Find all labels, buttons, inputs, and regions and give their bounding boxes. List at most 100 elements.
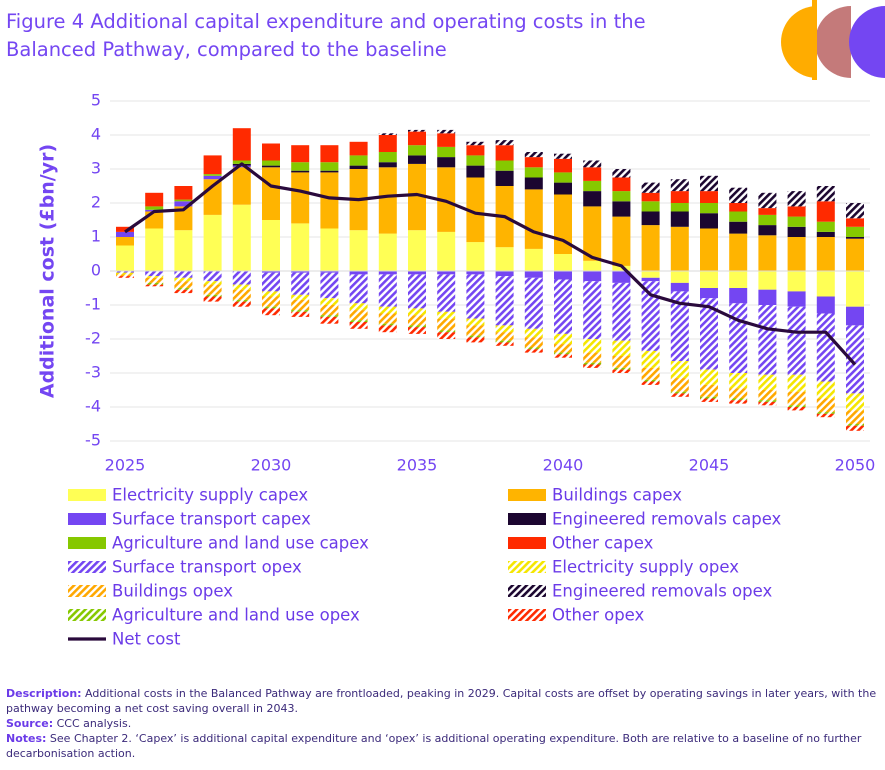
y-tick-label: 5: [91, 91, 101, 110]
bar-segment: [203, 174, 222, 176]
bar-segment: [729, 187, 748, 203]
footer-label: Notes:: [6, 732, 47, 745]
bar-segment: [729, 373, 748, 389]
bar-segment: [203, 175, 222, 180]
bar-segment: [378, 133, 397, 135]
legend-label: Engineered removals opex: [552, 582, 772, 601]
bar-segment: [378, 152, 397, 163]
bar-segment: [583, 191, 602, 207]
legend-swatch: [68, 585, 106, 597]
y-tick-label: 3: [91, 159, 101, 178]
x-tick-label: 2040: [543, 456, 584, 475]
bar-segment: [583, 364, 602, 368]
bar-segment: [349, 274, 368, 304]
bar-segment: [349, 310, 368, 321]
bar-segment: [846, 218, 864, 227]
bar-segment: [758, 401, 777, 406]
bar-segment: [116, 237, 134, 246]
bar-segment: [203, 214, 222, 271]
bar-segment: [466, 325, 485, 336]
bar-segment: [262, 271, 280, 273]
bar-segment: [787, 391, 806, 406]
bar-segment: [670, 391, 689, 394]
bar-segment: [262, 167, 280, 220]
bar-segment: [758, 192, 777, 209]
bar-segment: [174, 289, 193, 294]
bar-segment: [641, 201, 660, 212]
bar-segment: [262, 165, 280, 168]
bar-segment: [437, 146, 456, 158]
bar-segment: [670, 203, 689, 212]
bar-segment: [378, 167, 397, 234]
bar-segment: [262, 220, 280, 271]
legend-swatch: [508, 609, 546, 621]
legend-label: Surface transport opex: [112, 558, 302, 577]
bar-segment: [846, 237, 864, 239]
bar-segment: [612, 191, 631, 202]
bar-segment: [145, 271, 164, 277]
bar-segment: [145, 277, 164, 283]
bar-segment: [320, 272, 339, 299]
footer-label: Description:: [6, 687, 82, 700]
bar-segment: [816, 381, 835, 399]
bar-segment: [787, 291, 806, 307]
bar-segment: [787, 407, 806, 411]
bar-segment: [232, 284, 251, 290]
x-tick-label: 2030: [251, 456, 292, 475]
bar-segment: [437, 167, 456, 232]
bar-segment: [554, 254, 572, 271]
bar-segment: [583, 271, 602, 282]
bar-segment: [320, 315, 339, 317]
y-tick-label: 1: [91, 227, 101, 246]
bar-segment: [612, 265, 631, 271]
bar-segment: [758, 305, 777, 375]
bar-segment: [554, 172, 572, 183]
bar-segment: [729, 388, 748, 399]
bar-segment: [349, 165, 368, 169]
logo: [849, 6, 885, 78]
bar-segment: [524, 337, 543, 348]
legend-label: Other capex: [552, 534, 654, 553]
bar-segment: [495, 160, 514, 171]
bar-segment: [174, 281, 193, 288]
bar-segment: [466, 271, 485, 275]
bar-segment: [349, 303, 368, 311]
bar-segment: [203, 294, 222, 297]
bar-segment: [466, 177, 485, 243]
bar-segment: [554, 344, 572, 353]
y-tick-label: -1: [85, 295, 101, 314]
bar-segment: [408, 131, 426, 146]
bar-segment: [232, 160, 251, 164]
bar-segment: [495, 271, 514, 277]
bar-segment: [641, 281, 660, 351]
bar-segment: [174, 277, 193, 282]
bar-segment: [408, 274, 426, 309]
bar-segment: [554, 271, 572, 280]
bar-segment: [729, 211, 748, 222]
bar-segment: [846, 425, 864, 431]
bar-segment: [846, 238, 864, 271]
bar-segment: [466, 274, 485, 319]
bar-segment: [758, 374, 777, 390]
bar-segment: [174, 230, 193, 271]
legend-swatch: [68, 561, 106, 573]
bar-segment: [670, 179, 689, 192]
legend-swatch: [508, 585, 546, 597]
y-tick-label: 0: [91, 261, 101, 280]
legend-label: Agriculture and land use opex: [112, 606, 360, 625]
bar-segment: [378, 162, 397, 168]
y-tick-label: -2: [85, 329, 101, 348]
bar-segment: [203, 281, 222, 285]
bar-segment: [846, 325, 864, 394]
bar-segment: [787, 226, 806, 237]
bar-segment: [378, 271, 397, 275]
legend-label: Electricity supply capex: [112, 486, 308, 505]
bar-segment: [670, 191, 689, 203]
legend-swatch: [68, 537, 106, 549]
title: Figure 4 Additional capital expenditure …: [6, 8, 646, 64]
bar-segment: [816, 221, 835, 232]
bar-segment: [203, 284, 222, 295]
bar-segment: [408, 163, 426, 231]
bar-segment: [612, 271, 631, 283]
bar-segment: [232, 271, 251, 285]
